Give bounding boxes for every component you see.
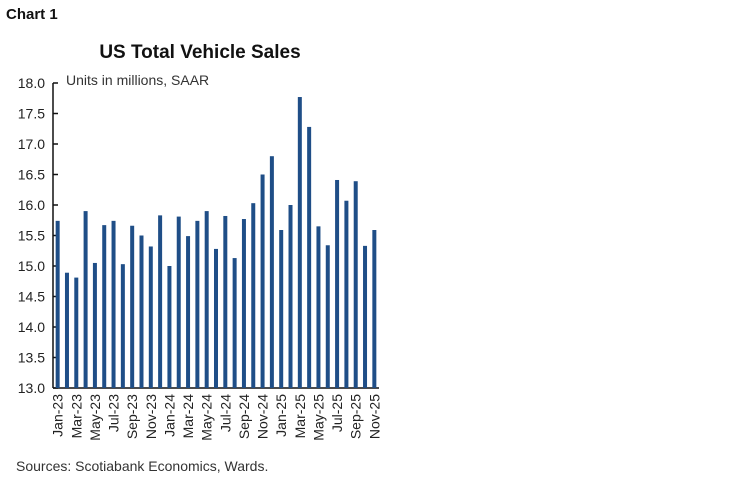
bar-may-23 <box>92 262 97 388</box>
x-tick-label: Sep-24 <box>236 394 252 439</box>
bar-jan-25 <box>279 230 284 388</box>
bar-jun-24 <box>214 248 218 388</box>
bar-nov-25 <box>372 230 377 388</box>
y-tick-label: 14.5 <box>18 289 45 305</box>
y-tick-label: 13.0 <box>18 380 45 396</box>
bar-jun-25 <box>325 245 330 388</box>
bar-jul-24 <box>223 215 228 388</box>
x-tick-label: Jul-25 <box>329 394 345 432</box>
bar-jan-24 <box>167 266 172 388</box>
x-tick-label: Mar-23 <box>68 394 84 439</box>
x-tick-label: Jul-23 <box>106 394 122 432</box>
bar-sep-24 <box>241 219 246 388</box>
bar-aug-25 <box>344 200 349 388</box>
y-tick-label: 15.0 <box>18 258 45 274</box>
x-tick-label: Jan-25 <box>273 394 289 437</box>
x-tick-label: Jan-24 <box>161 394 177 437</box>
x-tick-label: Nov-23 <box>143 394 159 439</box>
bar-feb-25 <box>288 205 293 388</box>
bar-apr-23 <box>83 211 88 388</box>
bar-oct-24 <box>251 203 256 388</box>
bar-sep-23 <box>130 225 135 388</box>
bar-jun-23 <box>102 225 107 388</box>
y-tick-label: 13.5 <box>18 350 45 366</box>
y-tick-label: 15.5 <box>18 228 45 244</box>
bar-mar-25 <box>297 97 302 388</box>
bar-dec-24 <box>269 156 274 388</box>
bar-mar-24 <box>186 236 191 388</box>
x-tick-label: Nov-24 <box>255 394 271 439</box>
x-tick-label: May-25 <box>310 394 326 441</box>
bar-apr-25 <box>307 126 312 389</box>
x-tick-label: Jul-24 <box>217 394 233 432</box>
bar-mar-23 <box>74 277 79 388</box>
y-tick-label: 14.0 <box>18 319 45 335</box>
y-tick-label: 16.0 <box>18 197 45 213</box>
x-tick-label: Sep-25 <box>348 394 364 439</box>
bar-nov-23 <box>148 246 153 388</box>
source-note: Sources: Scotiabank Economics, Wards. <box>16 458 269 474</box>
bar-nov-24 <box>260 174 265 388</box>
bar-may-24 <box>204 211 209 388</box>
bar-oct-25 <box>363 245 368 388</box>
x-tick-label: Mar-25 <box>292 394 308 439</box>
bar-feb-24 <box>176 216 181 388</box>
y-tick-label: 17.5 <box>18 106 45 122</box>
bar-may-25 <box>316 226 321 388</box>
x-tick-label: May-23 <box>87 394 103 441</box>
bar-jul-25 <box>335 179 340 388</box>
bar-dec-23 <box>158 215 163 388</box>
y-tick-label: 17.0 <box>18 136 45 152</box>
bar-jan-23 <box>55 220 60 388</box>
y-tick-label: 16.5 <box>18 167 45 183</box>
bar-feb-23 <box>64 272 69 388</box>
x-tick-label: Sep-23 <box>124 394 140 439</box>
x-tick-label: Jan-23 <box>50 394 66 437</box>
chart-title: US Total Vehicle Sales <box>99 42 301 63</box>
x-tick-label: May-24 <box>199 394 215 441</box>
bar-aug-24 <box>232 258 237 388</box>
bar-oct-23 <box>139 235 144 388</box>
bar-apr-24 <box>195 220 200 388</box>
x-tick-label: Nov-25 <box>366 394 382 439</box>
chart-subtitle: Units in millions, SAAR <box>66 72 210 88</box>
chart-label: Chart 1 <box>6 6 58 23</box>
y-tick-label: 18.0 <box>18 75 45 91</box>
bar-aug-23 <box>120 264 125 388</box>
bar-sep-25 <box>353 181 358 388</box>
x-tick-label: Mar-24 <box>180 394 196 439</box>
bar-jul-23 <box>111 220 116 388</box>
